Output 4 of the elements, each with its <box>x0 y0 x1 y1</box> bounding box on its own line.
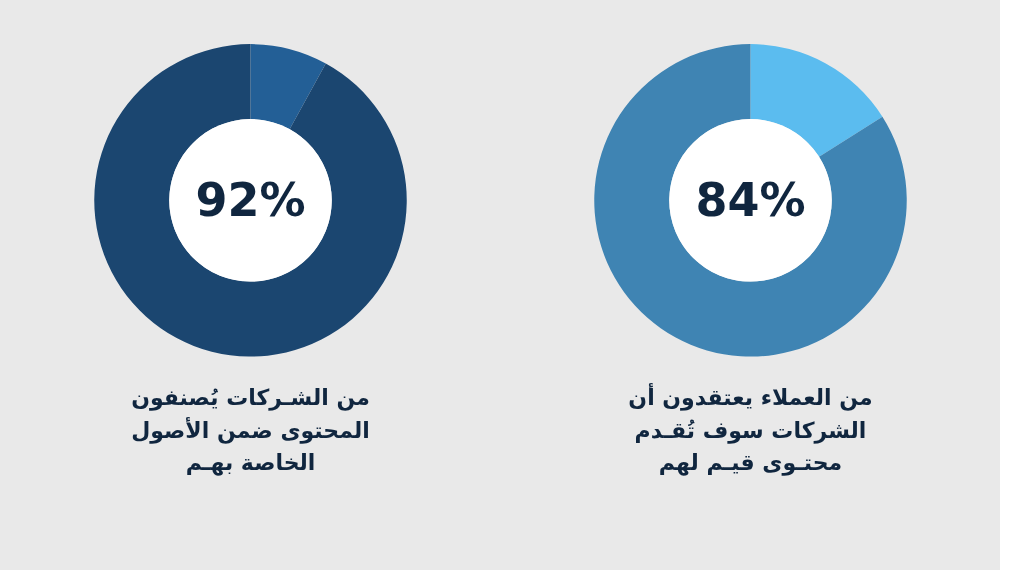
text: 92% <box>195 173 306 228</box>
text: 84% <box>695 173 806 228</box>
text: من الشـركات يُصنفون المحتوى ضمن الأصول الخاصة بهـم <box>131 385 370 477</box>
text: من العملاء يعتقدون أن الشركات سوف تُقـدم محتـوى قيـم لهم <box>628 382 873 477</box>
